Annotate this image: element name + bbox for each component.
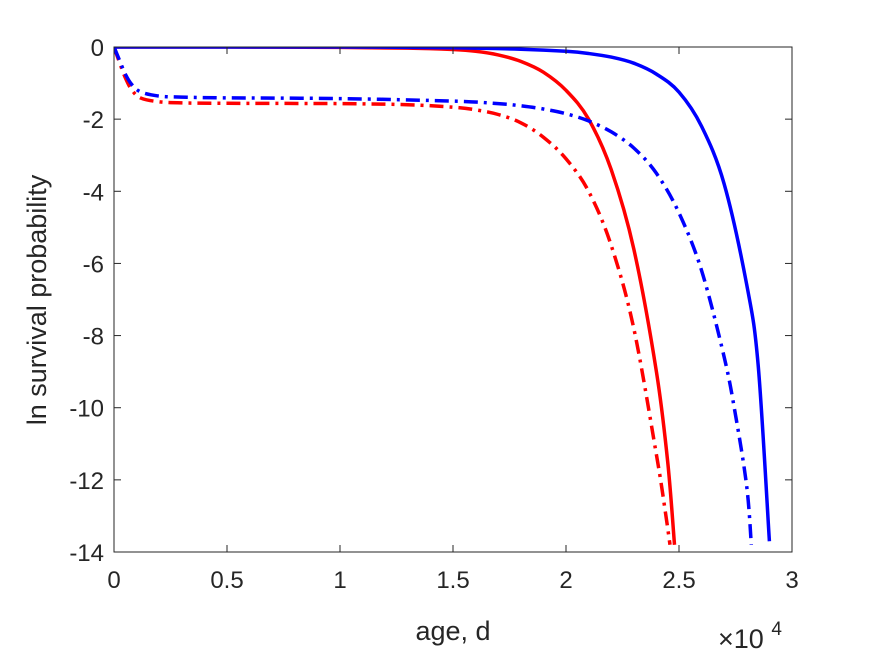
x-tick-label: 0 bbox=[107, 567, 120, 594]
y-tick-label: -14 bbox=[69, 540, 104, 567]
y-tick-label: -10 bbox=[69, 396, 104, 423]
y-axis-label: ln survival probability bbox=[22, 174, 52, 425]
y-tick-label: -2 bbox=[83, 107, 104, 134]
x-tick-label: 0.5 bbox=[210, 567, 243, 594]
x-axis-label: age, d bbox=[415, 616, 490, 646]
y-tick-label: -6 bbox=[83, 251, 104, 278]
x-tick-label: 1.5 bbox=[436, 567, 469, 594]
x-tick-label: 3 bbox=[785, 567, 798, 594]
x-exponent-base: ×10 bbox=[718, 624, 764, 654]
series-line-4 bbox=[114, 47, 754, 545]
y-tick-label: -4 bbox=[83, 179, 104, 206]
series-line-2 bbox=[114, 47, 672, 546]
x-tick-label: 2.5 bbox=[662, 567, 695, 594]
plot-area bbox=[114, 47, 792, 552]
ticks-layer: 0 0.5 1 1.5 2 2.5 3 0 -2 -4 -6 -8 -10 -12 -14 bbox=[69, 35, 798, 594]
x-exponent-power: 4 bbox=[771, 619, 782, 640]
x-tick-label: 1 bbox=[333, 567, 346, 594]
x-exponent-label: ×10 4 bbox=[718, 619, 782, 654]
y-tick-label: -12 bbox=[69, 468, 104, 495]
y-tick-label: 0 bbox=[91, 35, 104, 62]
y-tick-label: -8 bbox=[83, 324, 104, 351]
x-tick-label: 2 bbox=[559, 567, 572, 594]
